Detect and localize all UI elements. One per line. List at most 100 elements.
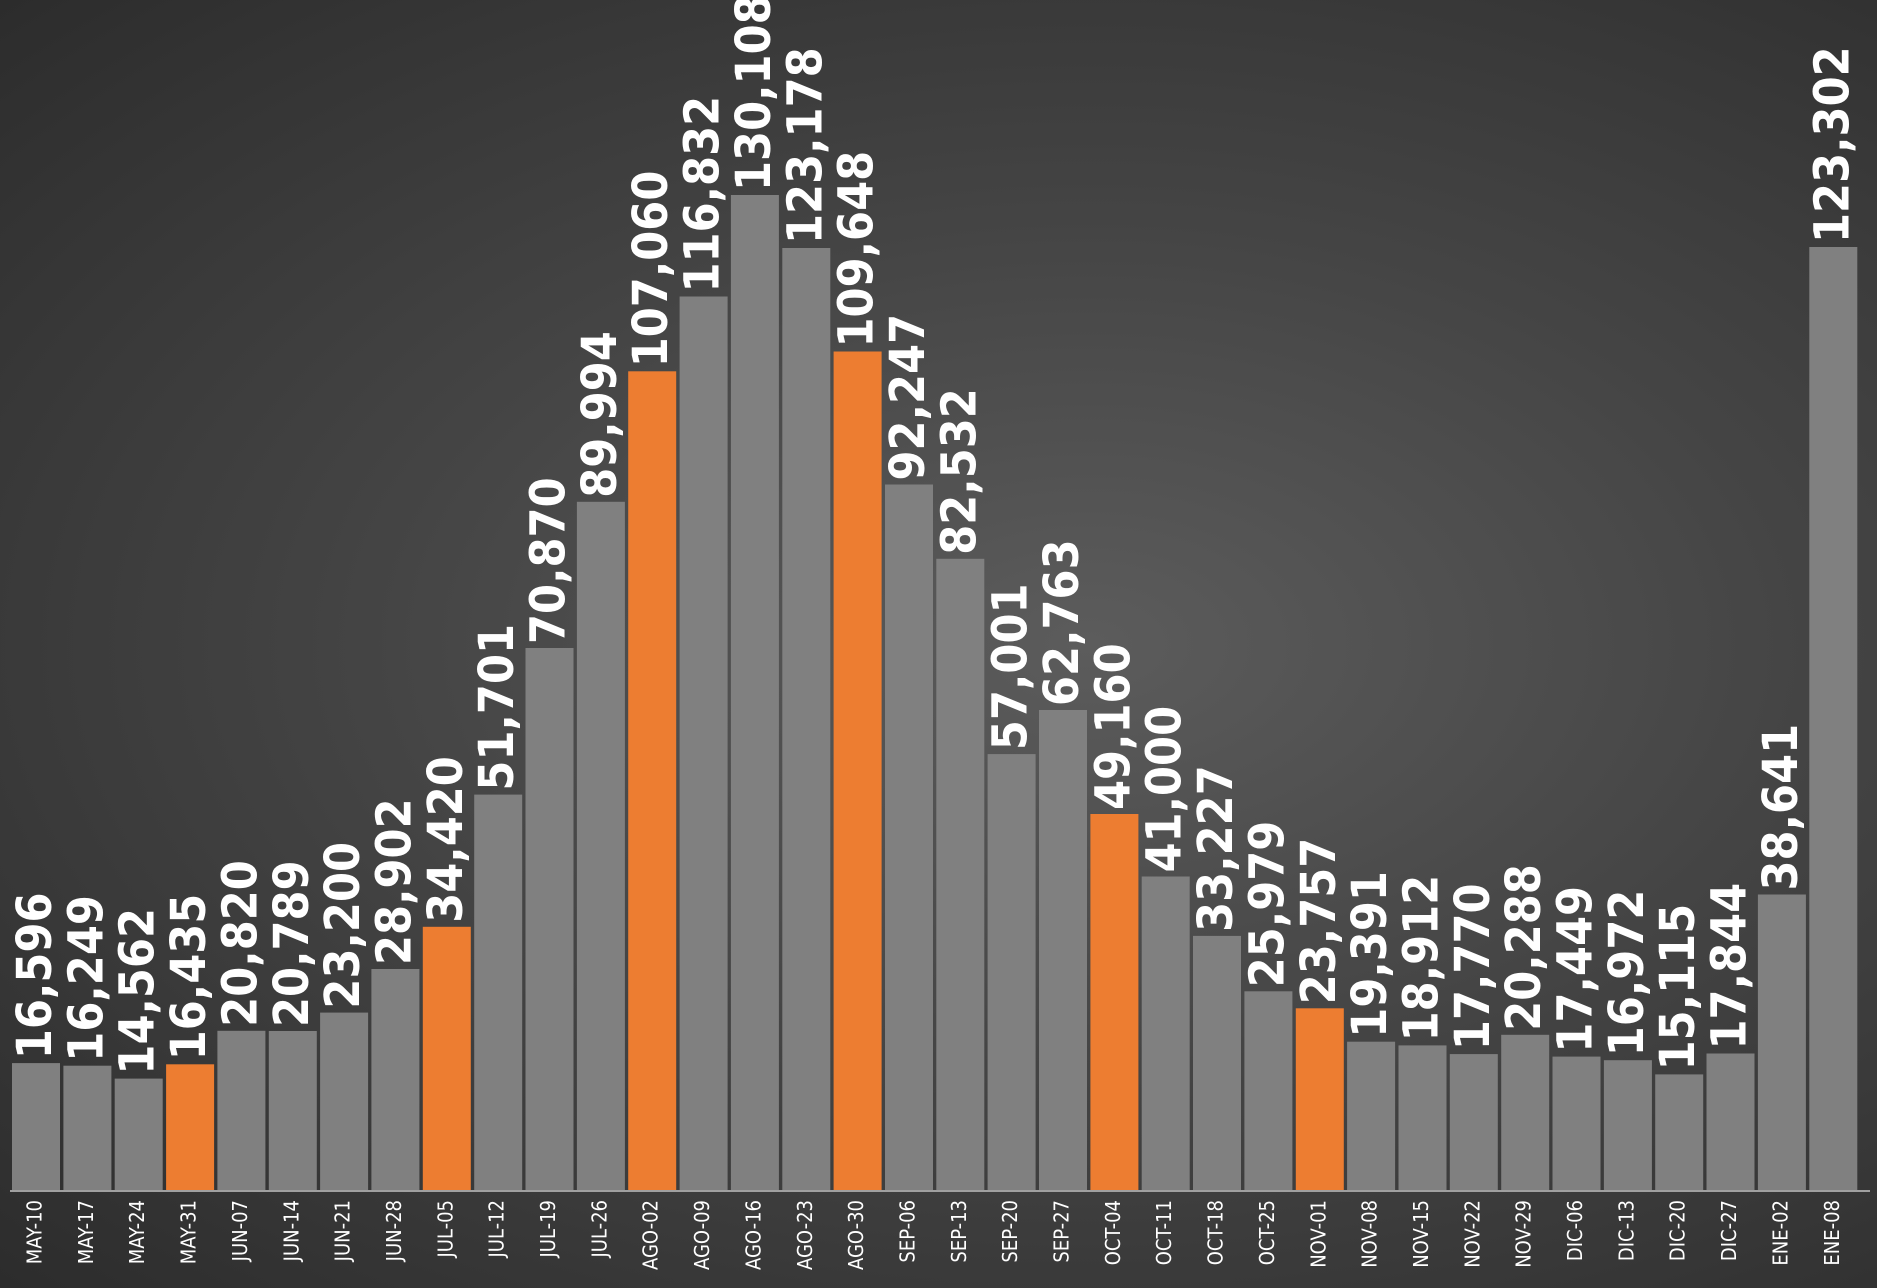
- value-label-jun-21: 23,200: [315, 842, 371, 1009]
- tick-label-may-24: MAY-24: [125, 1200, 149, 1264]
- value-label-oct-11: 41,000: [1137, 706, 1193, 873]
- tick-label-jul-12: JUL-12: [485, 1200, 509, 1259]
- tick-label-jul-19: JUL-19: [536, 1200, 560, 1259]
- tick-label-sep-13: SEP-13: [947, 1200, 971, 1263]
- value-label-nov-01: 23,757: [1291, 838, 1347, 1005]
- bar-ago-09: [679, 296, 728, 1190]
- value-label-oct-04: 49,160: [1085, 643, 1141, 810]
- tick-label-may-17: MAY-17: [74, 1200, 98, 1264]
- value-label-ago-09: 116,832: [675, 96, 731, 293]
- x-tick-labels-group: MAY-10 MAY-17 MAY-24 MAY-31 JUN-07 JUN-14 JUN-…: [23, 1200, 1844, 1270]
- tick-label-ago-02: AGO-02: [639, 1200, 663, 1270]
- value-label-sep-27: 62,763: [1034, 539, 1090, 706]
- tick-label-jul-26: JUL-26: [587, 1200, 611, 1259]
- value-label-ene-02: 38,641: [1753, 724, 1809, 891]
- tick-label-dic-20: DIC-20: [1666, 1200, 1690, 1261]
- bar-sep-06: [885, 484, 933, 1190]
- value-label-ago-16: 130,108: [726, 0, 782, 191]
- bar-nov-22: [1449, 1054, 1498, 1190]
- bar-jun-28: [371, 969, 420, 1190]
- bar-dic-06: [1552, 1056, 1601, 1190]
- tick-label-dic-06: DIC-06: [1563, 1200, 1587, 1261]
- tick-label-oct-25: OCT-25: [1255, 1200, 1279, 1265]
- value-label-ago-02: 107,060: [623, 171, 679, 368]
- value-label-jul-12: 51,701: [469, 624, 525, 791]
- bar-dic-27: [1706, 1053, 1755, 1190]
- bar-dic-13: [1603, 1060, 1652, 1190]
- bar-jul-19: [525, 648, 574, 1190]
- bar-sep-13: [936, 558, 985, 1190]
- tick-label-jun-21: JUN-21: [331, 1200, 355, 1262]
- bar-ene-08: [1809, 247, 1858, 1190]
- value-label-nov-08: 19,391: [1342, 871, 1398, 1038]
- tick-label-dic-27: DIC-27: [1717, 1200, 1741, 1261]
- tick-label-sep-27: SEP-27: [1050, 1200, 1074, 1263]
- value-label-jul-05: 34,420: [418, 756, 474, 923]
- bars-group: [12, 195, 1858, 1190]
- tick-label-sep-20: SEP-20: [998, 1200, 1022, 1263]
- tick-label-nov-08: NOV-08: [1358, 1200, 1382, 1268]
- bar-may-17: [63, 1065, 112, 1190]
- tick-label-ago-09: AGO-09: [690, 1200, 714, 1270]
- value-label-ene-08: 123,302: [1804, 46, 1860, 243]
- bar-sep-20: [987, 754, 1036, 1190]
- bar-nov-01: [1295, 1008, 1344, 1190]
- value-label-jul-26: 89,994: [572, 331, 628, 498]
- tick-label-nov-22: NOV-22: [1460, 1200, 1484, 1268]
- value-label-dic-06: 17,449: [1548, 886, 1604, 1053]
- tick-label-oct-04: OCT-04: [1101, 1200, 1125, 1265]
- tick-label-oct-11: OCT-11: [1152, 1200, 1176, 1265]
- value-label-nov-22: 17,770: [1445, 883, 1501, 1050]
- bar-jun-21: [320, 1012, 369, 1190]
- tick-label-oct-18: OCT-18: [1204, 1200, 1228, 1265]
- bar-oct-25: [1244, 991, 1293, 1190]
- bar-ago-02: [628, 371, 677, 1190]
- tick-label-ago-16: AGO-16: [741, 1200, 765, 1270]
- value-label-nov-29: 20,288: [1496, 864, 1552, 1031]
- bar-jun-07: [217, 1030, 266, 1190]
- value-label-jun-14: 20,789: [264, 860, 320, 1027]
- bar-nov-15: [1398, 1045, 1447, 1190]
- bar-ago-30: [833, 351, 882, 1190]
- value-label-dic-20: 15,115: [1650, 904, 1706, 1071]
- value-label-sep-20: 57,001: [983, 583, 1039, 750]
- tick-label-dic-13: DIC-13: [1614, 1200, 1638, 1261]
- bar-oct-04: [1090, 814, 1139, 1190]
- tick-label-jun-07: JUN-07: [228, 1200, 252, 1262]
- value-label-sep-13: 82,532: [931, 388, 987, 555]
- value-label-oct-25: 25,979: [1239, 821, 1295, 988]
- tick-label-nov-15: NOV-15: [1409, 1200, 1433, 1268]
- bar-nov-08: [1347, 1041, 1396, 1190]
- bar-ago-23: [782, 248, 831, 1190]
- bar-dic-20: [1655, 1074, 1704, 1190]
- bar-ene-02: [1757, 894, 1806, 1190]
- bar-oct-18: [1193, 935, 1241, 1190]
- value-label-oct-18: 33,227: [1188, 765, 1244, 932]
- value-label-may-24: 14,562: [110, 908, 166, 1075]
- bar-may-10: [12, 1063, 60, 1190]
- bar-jul-05: [422, 926, 471, 1190]
- value-label-jun-28: 28,902: [366, 798, 422, 965]
- tick-label-ago-30: AGO-30: [844, 1200, 868, 1270]
- tick-label-jun-28: JUN-28: [382, 1200, 406, 1262]
- value-label-jun-07: 20,820: [212, 860, 268, 1027]
- value-label-sep-06: 92,247: [880, 314, 936, 481]
- bar-nov-29: [1501, 1034, 1550, 1190]
- bar-sep-27: [1039, 710, 1087, 1190]
- tick-label-jul-05: JUL-05: [433, 1200, 457, 1259]
- tick-label-nov-29: NOV-29: [1512, 1200, 1536, 1268]
- value-label-dic-13: 16,972: [1599, 890, 1655, 1057]
- bar-may-31: [166, 1064, 215, 1190]
- tick-label-ene-08: ENE-08: [1820, 1200, 1844, 1266]
- bar-may-24: [114, 1078, 163, 1190]
- tick-label-sep-06: SEP-06: [896, 1200, 920, 1263]
- value-label-may-17: 16,249: [58, 895, 114, 1062]
- value-labels-group: 16,59616,24914,56216,43520,82020,78923,2…: [7, 0, 1860, 1075]
- bar-jul-12: [474, 794, 523, 1190]
- value-label-may-10: 16,596: [7, 892, 63, 1059]
- tick-label-ene-02: ENE-02: [1768, 1200, 1792, 1266]
- tick-label-nov-01: NOV-01: [1306, 1200, 1330, 1268]
- bar-oct-11: [1141, 876, 1190, 1190]
- tick-label-jun-14: JUN-14: [279, 1200, 303, 1262]
